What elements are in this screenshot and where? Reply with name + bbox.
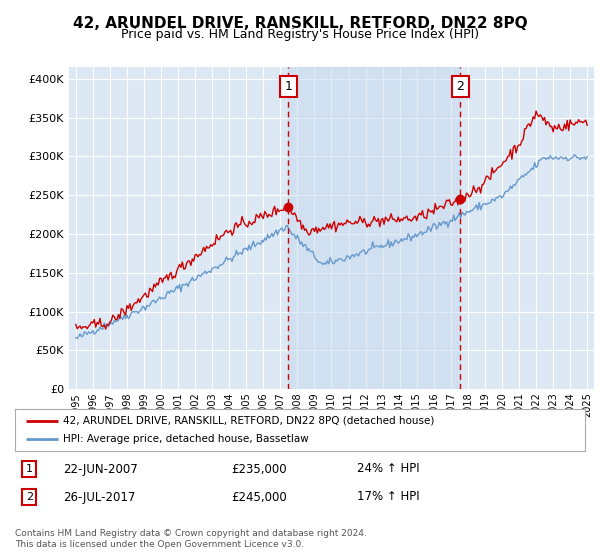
- Text: 17% ↑ HPI: 17% ↑ HPI: [357, 491, 419, 503]
- Text: £235,000: £235,000: [232, 463, 287, 475]
- Text: 42, ARUNDEL DRIVE, RANSKILL, RETFORD, DN22 8PQ (detached house): 42, ARUNDEL DRIVE, RANSKILL, RETFORD, DN…: [64, 416, 435, 426]
- Bar: [289, 67, 460, 389]
- Text: 1: 1: [26, 464, 33, 474]
- Text: £245,000: £245,000: [232, 491, 287, 503]
- Text: 1: 1: [284, 80, 292, 93]
- Text: Price paid vs. HM Land Registry's House Price Index (HPI): Price paid vs. HM Land Registry's House …: [121, 28, 479, 41]
- Text: HPI: Average price, detached house, Bassetlaw: HPI: Average price, detached house, Bass…: [64, 434, 309, 444]
- Text: 26-JUL-2017: 26-JUL-2017: [64, 491, 136, 503]
- Text: Contains HM Land Registry data © Crown copyright and database right 2024.
This d: Contains HM Land Registry data © Crown c…: [15, 529, 367, 549]
- Text: 24% ↑ HPI: 24% ↑ HPI: [357, 463, 419, 475]
- Text: 42, ARUNDEL DRIVE, RANSKILL, RETFORD, DN22 8PQ: 42, ARUNDEL DRIVE, RANSKILL, RETFORD, DN…: [73, 16, 527, 31]
- Text: 2: 2: [457, 80, 464, 93]
- Text: 2: 2: [26, 492, 33, 502]
- Text: 22-JUN-2007: 22-JUN-2007: [64, 463, 138, 475]
